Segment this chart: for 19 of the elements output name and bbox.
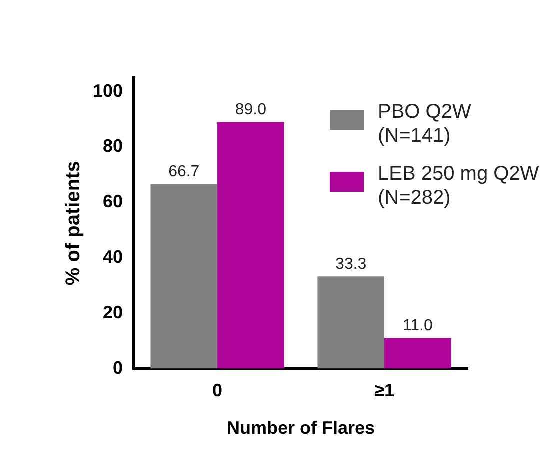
text: 33.3 [336,256,367,273]
bar [318,276,385,369]
x-tick-label: ≥1 [374,380,394,401]
x-axis-title: Number of Flares [226,418,376,438]
text: 11.0 [402,318,433,335]
y-tick-label: 20 [103,302,124,322]
y-axis-title: % of patients [62,161,85,286]
legend-label: LEB 250 mg Q2W (N=282) [378,162,540,210]
bar [384,338,452,369]
y-tick-label: 60 [103,192,124,212]
bar [218,122,284,369]
text: 89.0 [235,102,266,119]
bar [150,184,218,369]
y-tick-label: 40 [103,246,124,267]
text: 66.7 [168,163,200,180]
legend-label: PBO Q2W (N=141) [378,100,472,148]
y-tick-label: 80 [103,136,124,156]
y-tick-label: 0 [113,358,124,378]
y-tick-label: 100 [92,80,124,101]
